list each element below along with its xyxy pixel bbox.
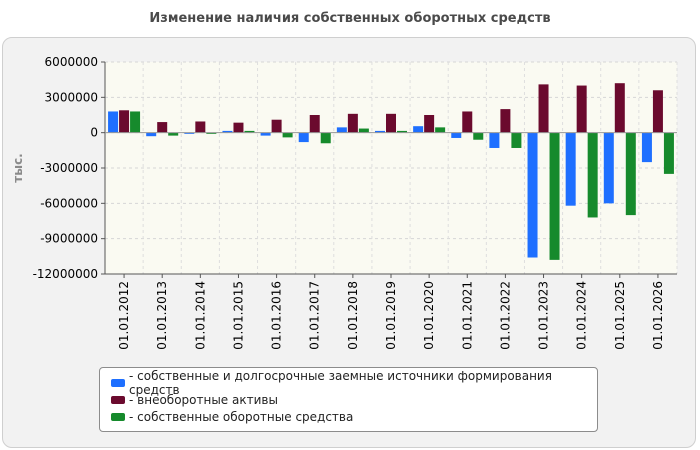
chart-legend: - собственные и долгосрочные заемные ист… (99, 367, 598, 432)
bar-series3-01.01.2012 (130, 111, 141, 133)
bar-series2-01.01.2021 (462, 111, 473, 133)
bar-series3-01.01.2025 (625, 132, 636, 216)
bar-series3-01.01.2015 (244, 130, 255, 133)
legend-label-noncurrent-assets: - внеоборотные активы (129, 392, 278, 407)
x-tick-label: 01.01.2017 (308, 281, 322, 350)
bar-series2-01.01.2014 (195, 121, 206, 133)
x-tick-label: 01.01.2015 (231, 281, 245, 350)
y-tick-label: 3000000 (45, 90, 98, 104)
bar-series1-01.01.2017 (298, 132, 309, 143)
bar-series2-01.01.2017 (309, 115, 320, 133)
bar-series2-01.01.2025 (614, 83, 625, 133)
x-tick-label: 01.01.2014 (193, 281, 207, 350)
y-tick-label: 0 (90, 126, 98, 140)
bar-series2-01.01.2023 (538, 84, 549, 133)
x-tick-label: 01.01.2020 (422, 281, 436, 350)
legend-label-working-capital: - собственные оборотные средства (129, 409, 354, 424)
y-tick-label: -9000000 (40, 232, 98, 246)
x-tick-label: 01.01.2018 (346, 281, 360, 350)
bar-series2-01.01.2016 (271, 119, 282, 133)
x-tick-label: 01.01.2022 (498, 281, 512, 350)
bar-series3-01.01.2013 (168, 132, 179, 136)
legend-swatch-noncurrent-assets (111, 395, 125, 404)
bar-series1-01.01.2016 (260, 132, 271, 136)
legend-item-sources: - собственные и долгосрочные заемные ист… (111, 369, 597, 397)
y-axis-title: тыс. (11, 153, 25, 182)
y-tick-label: -3000000 (40, 161, 98, 175)
bar-series1-01.01.2025 (603, 132, 614, 204)
bar-series1-01.01.2026 (641, 132, 652, 163)
bar-series3-01.01.2014 (206, 132, 217, 134)
legend-label-sources: - собственные и долгосрочные заемные ист… (129, 368, 552, 397)
bar-series3-01.01.2016 (282, 132, 293, 138)
bar-series3-01.01.2020 (435, 127, 446, 133)
x-tick-label: 01.01.2012 (117, 281, 131, 350)
bar-series1-01.01.2012 (108, 111, 119, 133)
bar-series2-01.01.2022 (500, 109, 511, 133)
bar-series2-01.01.2012 (119, 110, 130, 133)
x-tick-label: 01.01.2021 (460, 281, 474, 350)
chart-title: Изменение наличия собственных оборотных … (149, 11, 551, 26)
bar-series3-01.01.2021 (473, 132, 484, 140)
legend-item-noncurrent-assets: - внеоборотные активы (111, 391, 597, 408)
bar-series3-01.01.2017 (320, 132, 331, 144)
bar-series1-01.01.2021 (451, 132, 462, 138)
bar-series3-01.01.2024 (587, 132, 598, 218)
x-tick-label: 01.01.2024 (575, 281, 589, 350)
x-tick-label: 01.01.2025 (613, 281, 627, 350)
bar-series1-01.01.2015 (222, 130, 233, 133)
bar-series1-01.01.2022 (489, 132, 500, 148)
bar-series1-01.01.2023 (527, 132, 538, 258)
bar-series3-01.01.2018 (358, 128, 369, 133)
bar-series2-01.01.2024 (576, 85, 587, 133)
legend-swatch-sources (111, 378, 125, 387)
bar-series3-01.01.2019 (397, 130, 407, 133)
bar-series1-01.01.2018 (336, 127, 347, 133)
bar-series1-01.01.2020 (413, 126, 424, 133)
bar-series2-01.01.2026 (652, 90, 663, 133)
bar-series2-01.01.2018 (347, 113, 358, 133)
bar-series2-01.01.2013 (157, 122, 168, 133)
bar-series1-01.01.2024 (565, 132, 576, 206)
legend-item-working-capital: - собственные оборотные средства (111, 408, 597, 425)
x-tick-label: 01.01.2019 (384, 281, 398, 350)
legend-swatch-working-capital (111, 412, 125, 421)
y-tick-label: 6000000 (45, 55, 98, 69)
bar-series2-01.01.2015 (233, 122, 244, 133)
y-tick-label: -12000000 (33, 267, 98, 281)
x-tick-label: 01.01.2013 (155, 281, 169, 350)
y-tick-label: -6000000 (40, 196, 98, 210)
bar-series1-01.01.2019 (375, 130, 385, 133)
bar-series2-01.01.2020 (424, 115, 435, 133)
bar-series2-01.01.2019 (386, 113, 396, 133)
x-tick-label: 01.01.2023 (537, 281, 551, 350)
bar-series1-01.01.2013 (146, 132, 157, 137)
bar-series3-01.01.2026 (663, 132, 674, 174)
x-tick-label: 01.01.2016 (270, 281, 284, 350)
bar-series3-01.01.2022 (511, 132, 522, 148)
bar-series3-01.01.2023 (549, 132, 560, 260)
bar-series1-01.01.2014 (184, 132, 195, 134)
x-tick-label: 01.01.2026 (651, 281, 665, 350)
